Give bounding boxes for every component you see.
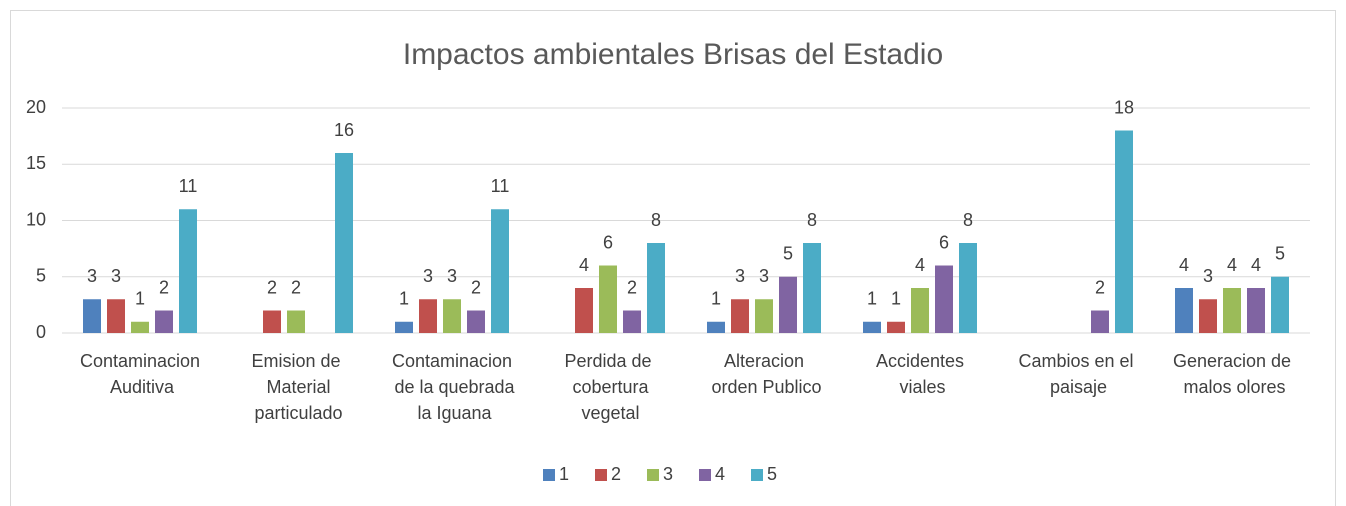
x-tick-label: Perdida de cobertura vegetal [564, 351, 651, 423]
bar [959, 243, 977, 333]
bar [467, 310, 485, 333]
bar [623, 310, 641, 333]
data-label: 3 [735, 266, 745, 286]
bar [1091, 310, 1109, 333]
data-label: 5 [783, 244, 793, 264]
data-label: 4 [1227, 255, 1237, 275]
bar [263, 310, 281, 333]
data-label: 8 [963, 210, 973, 230]
bar [1115, 130, 1133, 333]
data-label: 8 [651, 210, 661, 230]
data-label: 3 [111, 266, 121, 286]
legend-label: 5 [767, 464, 777, 484]
x-tick-label: Accidentes viales [876, 351, 964, 397]
x-tick-label: Contaminacion de la quebrada la Iguana [389, 351, 515, 423]
data-label: 1 [135, 289, 145, 309]
bar [707, 321, 725, 333]
bar [755, 299, 773, 333]
bar [863, 321, 881, 333]
y-tick-label: 5 [36, 266, 46, 286]
legend-swatch [543, 469, 555, 481]
bar [935, 265, 953, 333]
data-label: 16 [334, 120, 354, 140]
chart-border [10, 10, 1336, 506]
bar [491, 209, 509, 333]
legend-swatch [751, 469, 763, 481]
bar [803, 243, 821, 333]
bar [131, 321, 149, 333]
bar [155, 310, 173, 333]
bar [599, 265, 617, 333]
bar [287, 310, 305, 333]
data-label: 11 [491, 176, 510, 196]
data-label: 3 [447, 266, 457, 286]
data-label: 3 [759, 266, 769, 286]
data-label: 3 [87, 266, 97, 286]
data-label: 2 [627, 277, 637, 297]
x-tick-label: Cambios en el paisaje [1018, 351, 1133, 397]
bar [1199, 299, 1217, 333]
bar [731, 299, 749, 333]
data-label: 2 [291, 277, 301, 297]
legend-swatch [699, 469, 711, 481]
bar [443, 299, 461, 333]
bar [83, 299, 101, 333]
data-label: 1 [399, 289, 409, 309]
data-label: 3 [423, 266, 433, 286]
data-label: 1 [891, 289, 901, 309]
data-label: 2 [471, 277, 481, 297]
bar [335, 153, 353, 333]
bar [179, 209, 197, 333]
y-tick-label: 10 [26, 209, 46, 229]
data-label: 18 [1114, 97, 1134, 117]
x-tick-label: Alteracion orden Publico [706, 351, 821, 397]
legend-label: 2 [611, 464, 621, 484]
chart-title: Impactos ambientales Brisas del Estadio [403, 38, 943, 71]
data-label: 1 [867, 289, 877, 309]
data-label: 2 [1095, 277, 1105, 297]
bar [1175, 288, 1193, 333]
x-tick-label: Contaminacion Auditiva [80, 351, 200, 397]
bar [395, 321, 413, 333]
x-tick-label: Emision de Material particulado [249, 351, 342, 423]
bar [575, 288, 593, 333]
bar [779, 276, 797, 333]
data-label: 8 [807, 210, 817, 230]
legend-swatch [595, 469, 607, 481]
data-label: 2 [267, 277, 277, 297]
data-label: 1 [711, 289, 721, 309]
data-label: 5 [1275, 244, 1285, 264]
data-label: 4 [579, 255, 589, 275]
data-label: 4 [915, 255, 925, 275]
data-label: 4 [1179, 255, 1189, 275]
bar [911, 288, 929, 333]
bar [1271, 276, 1289, 333]
legend-swatch [647, 469, 659, 481]
data-label: 2 [159, 277, 169, 297]
data-label: 4 [1251, 255, 1261, 275]
y-tick-label: 0 [36, 322, 46, 342]
bar [647, 243, 665, 333]
data-label: 6 [603, 232, 613, 252]
data-label: 3 [1203, 266, 1213, 286]
legend-label: 1 [559, 464, 569, 484]
legend-label: 3 [663, 464, 673, 484]
bar [419, 299, 437, 333]
bar [107, 299, 125, 333]
legend-label: 4 [715, 464, 725, 484]
y-tick-label: 20 [26, 97, 46, 117]
bar [1223, 288, 1241, 333]
bar [1247, 288, 1265, 333]
data-label: 6 [939, 232, 949, 252]
bar [887, 321, 905, 333]
y-tick-label: 15 [26, 153, 46, 173]
data-label: 11 [179, 176, 198, 196]
x-tick-label: Generacion de malos olores [1173, 351, 1291, 397]
